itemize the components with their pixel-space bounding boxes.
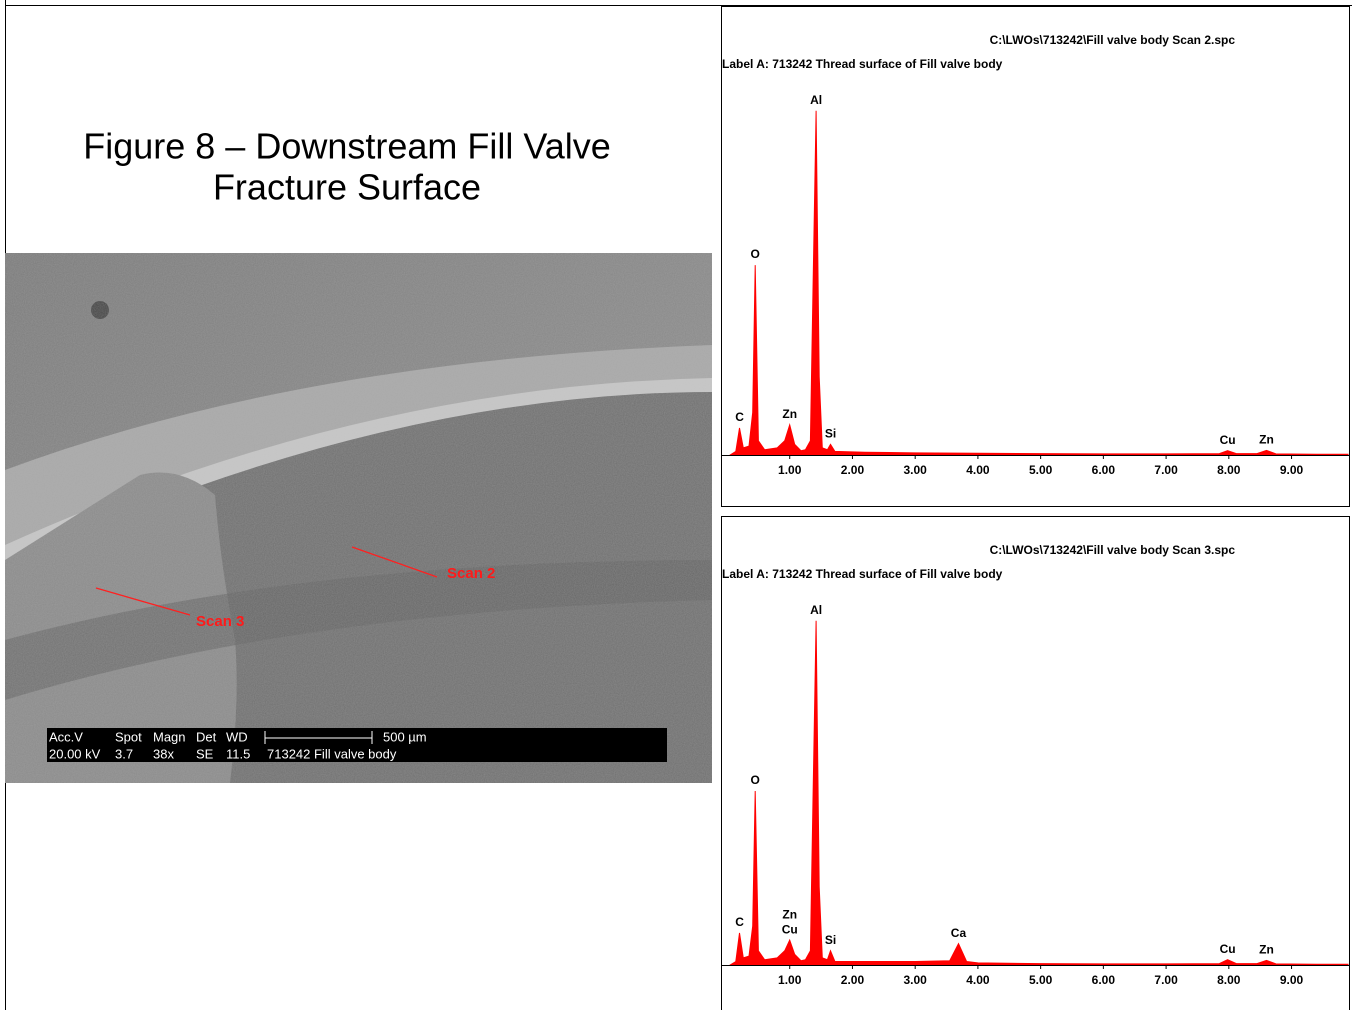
spectrum-area bbox=[728, 620, 1349, 966]
peak-label: Al bbox=[810, 603, 822, 617]
x-tick-label: 3.00 bbox=[904, 973, 928, 987]
spectrum-panel: C:\LWOs\713242\Fill valve body Scan 3.sp… bbox=[721, 516, 1350, 1013]
x-tick-label: 1.00 bbox=[778, 463, 802, 477]
scan-label: Scan 2 bbox=[447, 565, 495, 582]
sem-image: Scan 2 Scan 3 Acc.V Spot Magn Det WD 500… bbox=[5, 253, 712, 783]
x-tick-label: 6.00 bbox=[1092, 463, 1116, 477]
spectrum-label: Label A: 713242 Thread surface of Fill v… bbox=[722, 567, 1003, 581]
figure-title: Figure 8 – Downstream Fill Valve bbox=[83, 126, 611, 167]
peak-label: Si bbox=[825, 427, 836, 441]
databar-value: 3.7 bbox=[115, 746, 133, 761]
databar-header: Det bbox=[196, 729, 217, 744]
peak-label: Zn bbox=[1259, 433, 1274, 447]
databar-value: SE bbox=[196, 746, 214, 761]
databar-value: 38x bbox=[153, 746, 174, 761]
databar-header: Acc.V bbox=[49, 729, 83, 744]
x-tick-label: 3.00 bbox=[904, 463, 928, 477]
spectrum-panel: C:\LWOs\713242\Fill valve body Scan 2.sp… bbox=[721, 6, 1350, 507]
spectrum-area bbox=[728, 110, 1349, 456]
databar-header: Spot bbox=[115, 729, 142, 744]
x-tick-label: 5.00 bbox=[1029, 973, 1053, 987]
spectrum-label: Label A: 713242 Thread surface of Fill v… bbox=[722, 57, 1003, 71]
scan-label: Scan 3 bbox=[196, 613, 244, 630]
x-tick-label: 7.00 bbox=[1154, 463, 1178, 477]
peak-label: Cu bbox=[782, 922, 798, 936]
panel-border bbox=[721, 6, 1350, 507]
databar-value: 11.5 bbox=[226, 746, 250, 761]
databar-header: Magn bbox=[153, 729, 186, 744]
databar-header: WD bbox=[226, 729, 248, 744]
peak-label: O bbox=[751, 247, 760, 261]
peak-label: C bbox=[735, 410, 744, 424]
databar-value: 20.00 kV bbox=[49, 746, 101, 761]
peak-label: Cu bbox=[1220, 942, 1236, 956]
peak-label: C bbox=[735, 915, 744, 929]
peak-label: Zn bbox=[782, 907, 797, 921]
figure-title: Fracture Surface bbox=[213, 167, 481, 208]
spectrum-file: C:\LWOs\713242\Fill valve body Scan 2.sp… bbox=[990, 33, 1236, 47]
spectrum-file: C:\LWOs\713242\Fill valve body Scan 3.sp… bbox=[990, 543, 1236, 557]
x-tick-label: 8.00 bbox=[1217, 463, 1241, 477]
peak-label: Zn bbox=[1259, 943, 1274, 957]
peak-label: Si bbox=[825, 933, 836, 947]
peak-label: Zn bbox=[782, 407, 797, 421]
peak-label: Ca bbox=[951, 926, 967, 940]
x-tick-label: 5.00 bbox=[1029, 463, 1053, 477]
x-tick-label: 4.00 bbox=[966, 973, 990, 987]
peak-label: Al bbox=[810, 93, 822, 107]
x-tick-label: 4.00 bbox=[966, 463, 990, 477]
x-tick-label: 9.00 bbox=[1280, 463, 1304, 477]
databar-value: 713242 Fill valve body bbox=[267, 746, 397, 761]
x-tick-label: 7.00 bbox=[1154, 973, 1178, 987]
x-tick-label: 2.00 bbox=[841, 463, 865, 477]
scale-bar bbox=[264, 731, 373, 744]
peak-label: O bbox=[751, 773, 760, 787]
x-tick-label: 9.00 bbox=[1280, 973, 1304, 987]
x-tick-label: 2.00 bbox=[841, 973, 865, 987]
scale-label: 500 µm bbox=[383, 729, 427, 744]
x-tick-label: 1.00 bbox=[778, 973, 802, 987]
peak-label: Cu bbox=[1220, 433, 1236, 447]
x-tick-label: 8.00 bbox=[1217, 973, 1241, 987]
x-tick-label: 6.00 bbox=[1092, 973, 1116, 987]
